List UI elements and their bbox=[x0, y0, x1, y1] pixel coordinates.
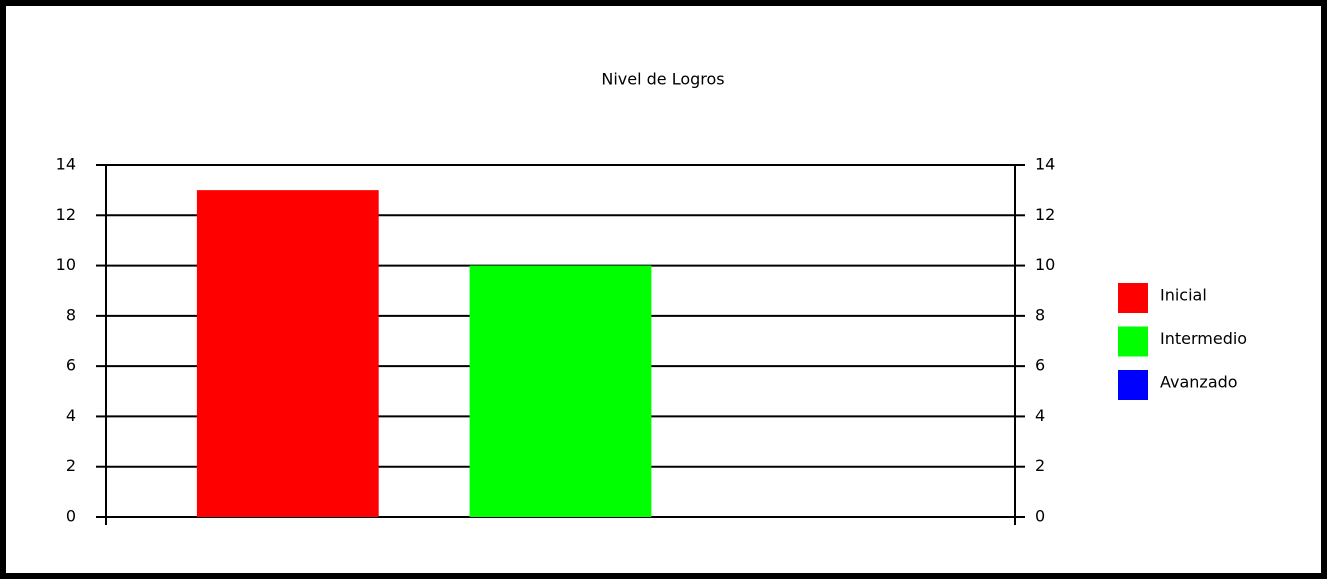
chart-title: Nivel de Logros bbox=[601, 70, 724, 89]
y2-tick-label: 4 bbox=[1035, 406, 1045, 425]
y-tick-label: 6 bbox=[66, 356, 76, 375]
legend-label: Inicial bbox=[1160, 286, 1207, 305]
legend-label: Avanzado bbox=[1160, 373, 1238, 392]
y-tick-label: 2 bbox=[66, 456, 76, 475]
legend-swatch bbox=[1118, 370, 1148, 400]
bar bbox=[469, 265, 652, 517]
y2-tick-label: 8 bbox=[1035, 305, 1045, 324]
y2-tick-label: 14 bbox=[1035, 155, 1055, 174]
legend-label: Intermedio bbox=[1160, 329, 1247, 348]
y-tick-label: 8 bbox=[66, 305, 76, 324]
y-tick-label: 0 bbox=[66, 507, 76, 526]
legend-swatch bbox=[1118, 326, 1148, 357]
y2-tick-label: 0 bbox=[1035, 507, 1045, 526]
y2-tick-label: 10 bbox=[1035, 255, 1055, 274]
y2-tick-label: 6 bbox=[1035, 356, 1045, 375]
y-tick-label: 10 bbox=[56, 255, 76, 274]
y-tick-label: 4 bbox=[66, 406, 76, 425]
y2-tick-label: 12 bbox=[1035, 205, 1055, 224]
bar bbox=[196, 190, 379, 517]
y-tick-label: 14 bbox=[56, 155, 76, 174]
legend-swatch bbox=[1118, 283, 1148, 313]
y-tick-label: 12 bbox=[56, 205, 76, 224]
y2-tick-label: 2 bbox=[1035, 456, 1045, 475]
